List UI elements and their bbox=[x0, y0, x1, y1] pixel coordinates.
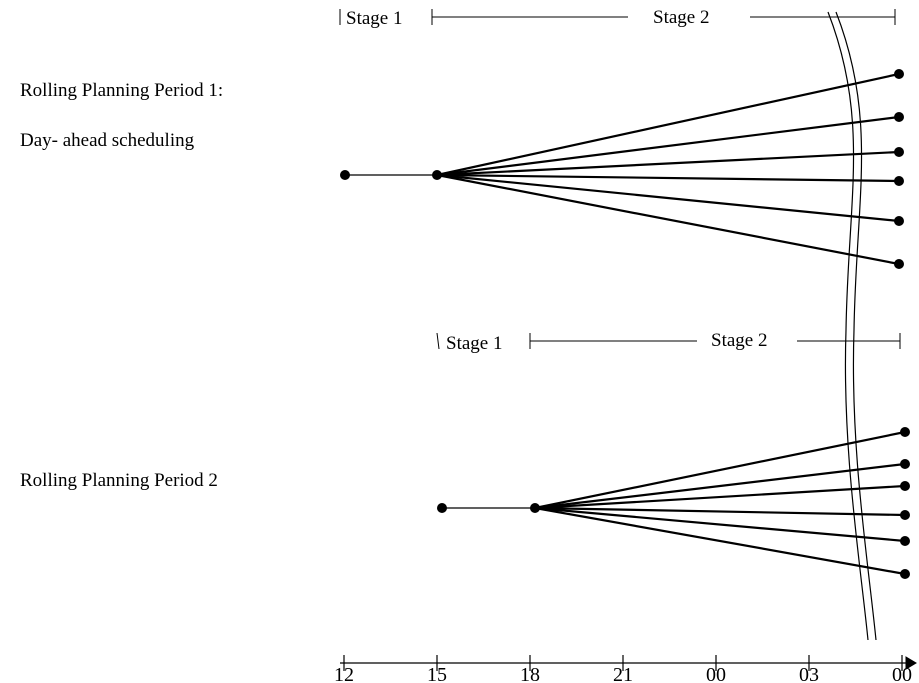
branch bbox=[534, 462, 906, 510]
break-line bbox=[835, 11, 877, 641]
axis-tick-label: 15 bbox=[427, 664, 447, 683]
node bbox=[900, 481, 910, 491]
branch bbox=[436, 72, 900, 177]
stage-label: Stage 2 bbox=[653, 7, 709, 28]
branch bbox=[436, 173, 900, 183]
node bbox=[432, 170, 442, 180]
node bbox=[900, 536, 910, 546]
node bbox=[530, 503, 540, 513]
branch bbox=[534, 506, 906, 517]
branch bbox=[534, 506, 906, 543]
break-line bbox=[827, 11, 869, 641]
branch bbox=[534, 430, 906, 510]
node bbox=[900, 427, 910, 437]
branch bbox=[436, 173, 900, 223]
branch bbox=[436, 150, 900, 177]
axis-tick-label: 00 bbox=[706, 664, 726, 683]
node bbox=[900, 510, 910, 520]
node bbox=[894, 147, 904, 157]
stage-label: Stage 2 bbox=[711, 330, 767, 351]
node bbox=[900, 459, 910, 469]
axis-tick-label: 12 bbox=[334, 664, 354, 683]
branch bbox=[436, 173, 900, 266]
branch bbox=[534, 484, 906, 510]
axis-arrow bbox=[905, 656, 917, 670]
node bbox=[894, 112, 904, 122]
node bbox=[894, 259, 904, 269]
period-title: Rolling Planning Period 1: bbox=[20, 80, 223, 101]
stage-label: Stage 1 bbox=[346, 8, 402, 29]
branch bbox=[534, 506, 906, 576]
branch bbox=[436, 115, 900, 177]
node bbox=[894, 176, 904, 186]
period-subtitle: Day- ahead scheduling bbox=[20, 130, 195, 151]
axis-tick-label: 00 bbox=[892, 664, 912, 683]
axis-tick-label: 03 bbox=[799, 664, 819, 683]
axis-tick-label: 21 bbox=[613, 664, 633, 683]
node bbox=[894, 216, 904, 226]
node bbox=[900, 569, 910, 579]
stage-label: Stage 1 bbox=[446, 333, 502, 354]
node bbox=[894, 69, 904, 79]
node bbox=[437, 503, 447, 513]
period-title: Rolling Planning Period 2 bbox=[20, 470, 218, 491]
top-stage-bracket bbox=[339, 9, 896, 25]
axis-tick-label: 18 bbox=[520, 664, 540, 683]
node bbox=[340, 170, 350, 180]
bottom-stage-bracket bbox=[436, 332, 901, 350]
